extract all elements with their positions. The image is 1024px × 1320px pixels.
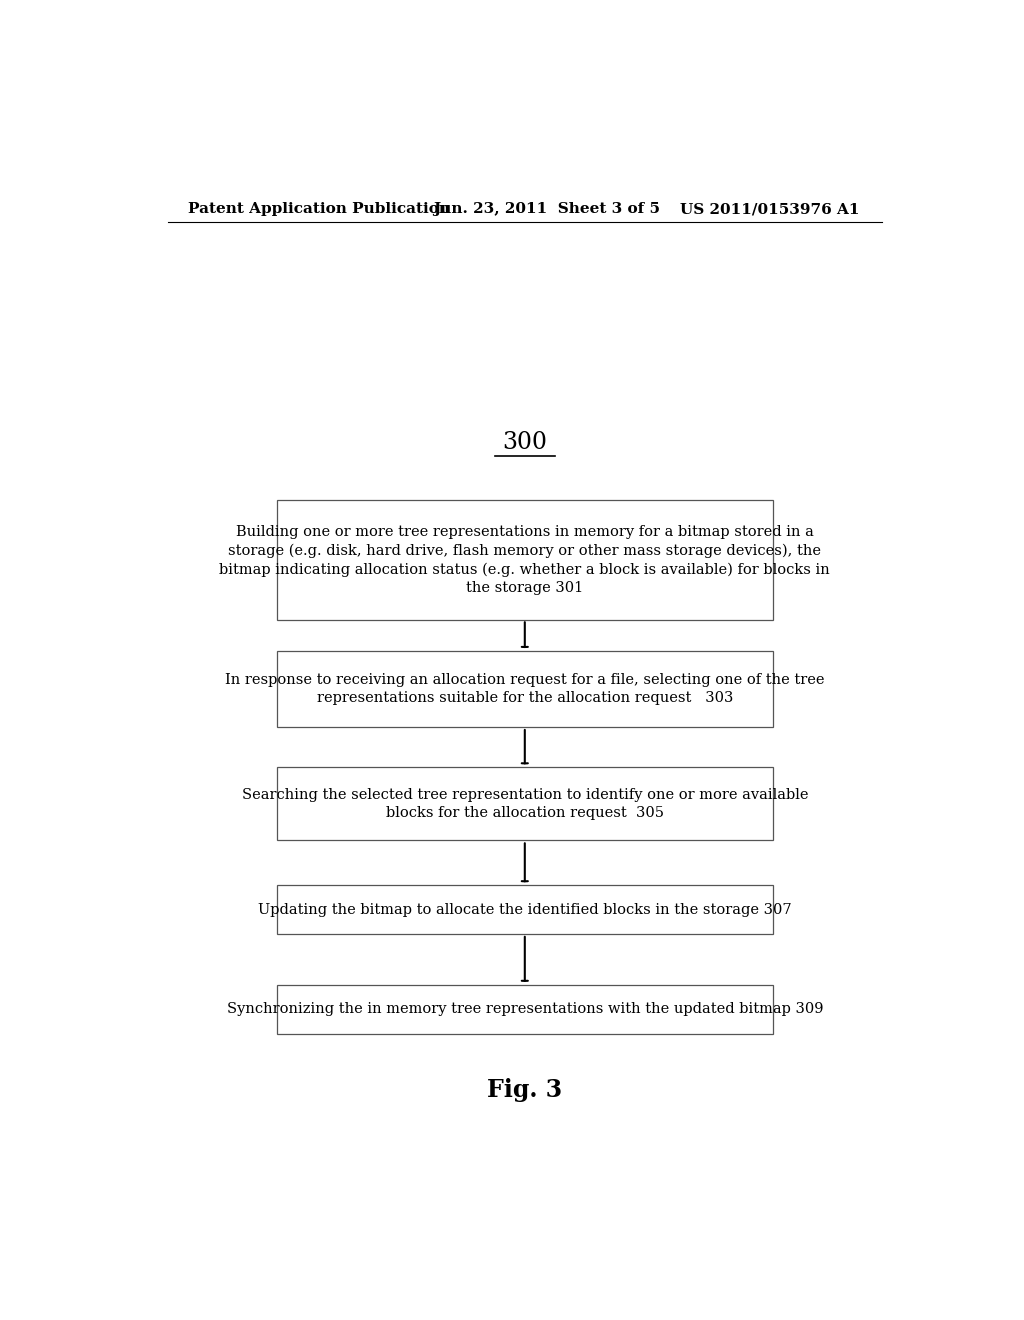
- Text: US 2011/0153976 A1: US 2011/0153976 A1: [680, 202, 859, 216]
- Text: In response to receiving an allocation request for a file, selecting one of the : In response to receiving an allocation r…: [225, 673, 824, 705]
- Text: Jun. 23, 2011  Sheet 3 of 5: Jun. 23, 2011 Sheet 3 of 5: [433, 202, 660, 216]
- Text: 300: 300: [503, 432, 547, 454]
- Text: Updating the bitmap to allocate the identified blocks in the storage 307: Updating the bitmap to allocate the iden…: [258, 903, 792, 916]
- FancyBboxPatch shape: [276, 500, 773, 620]
- Text: Synchronizing the in memory tree representations with the updated bitmap 309: Synchronizing the in memory tree represe…: [226, 1002, 823, 1016]
- Text: Fig. 3: Fig. 3: [487, 1078, 562, 1102]
- FancyBboxPatch shape: [276, 886, 773, 935]
- FancyBboxPatch shape: [276, 651, 773, 727]
- Text: Patent Application Publication: Patent Application Publication: [187, 202, 450, 216]
- Text: Building one or more tree representations in memory for a bitmap stored in a
sto: Building one or more tree representation…: [219, 525, 830, 595]
- FancyBboxPatch shape: [276, 985, 773, 1034]
- FancyBboxPatch shape: [276, 767, 773, 841]
- Text: Searching the selected tree representation to identify one or more available
blo: Searching the selected tree representati…: [242, 788, 808, 820]
